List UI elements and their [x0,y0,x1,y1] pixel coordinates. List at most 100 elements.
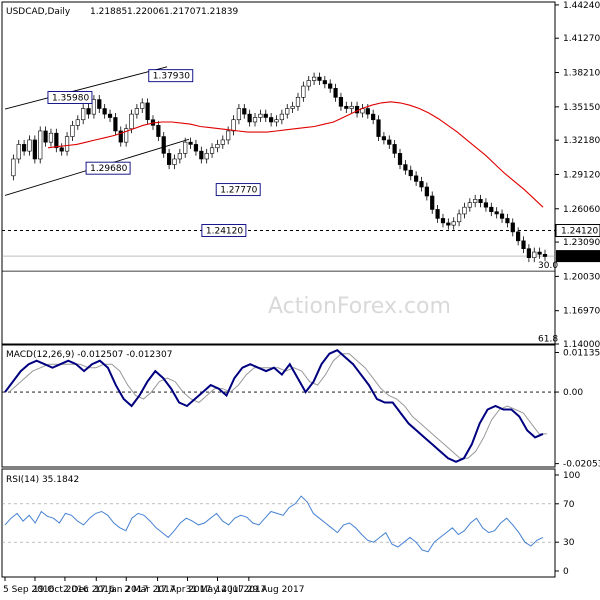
candle-body [456,213,462,223]
candle-body [145,102,150,121]
fib-label-30: 30.0 [538,261,558,271]
candle-body [473,199,478,204]
annotation-label: 1.29680 [90,164,127,174]
candle-body [140,102,145,109]
candle-body [91,99,97,115]
candle-body [365,108,370,115]
annotation-label: 1.35980 [52,94,89,104]
candle-body [317,76,322,81]
price-ytick-label: 1.26060 [563,205,600,215]
price-ohlc-close: 1.21839 [201,7,238,17]
candle-body [424,186,429,197]
candle-body [274,119,279,123]
candle-body [188,141,193,145]
current-price-label: 1.21839 [561,252,598,262]
candle-body [392,144,397,154]
macd-title: MACD(12,26,9) -0.012507 -0.012307 [6,350,172,360]
x-tick-label: 2 Dec 2016 [63,585,115,595]
candle-body [338,97,344,107]
x-tick-label: 17 Jan 2017 [94,585,148,595]
candle-body [38,130,43,160]
candle-body [156,125,161,137]
candle-body [403,164,408,171]
rsi-line [4,495,544,553]
price-ytick-label: 1.35150 [563,103,600,113]
annotation-box [215,183,261,197]
x-tick-label: 29 Aug 2017 [247,585,305,595]
price-ytick-label: 1.41270 [563,34,600,44]
candle-body [349,105,354,109]
candle-body [226,130,231,141]
candle-body [11,158,16,177]
annotation-label: 1.24120 [206,227,243,237]
level-label-box [555,224,600,238]
candle-body [167,153,172,165]
x-tick-label: 31 May 2017 [186,585,245,595]
candle-body [81,108,86,121]
macd-signal-line [8,353,547,459]
candle-body [64,136,70,152]
candle-body [478,199,483,204]
macd-panel-frame [1,344,556,468]
price-ytick-label: 1.23090 [563,238,600,248]
candle-body [54,132,59,149]
candle-body [414,175,419,182]
x-tick-label: 19 Oct 2016 [33,585,89,595]
x-tick-label: 17 Apr 2017 [156,585,212,595]
candle-body [86,108,91,115]
candle-body [483,202,489,208]
candle-body [537,251,542,255]
price-ohlc-open: 1.21885 [90,7,127,17]
channel-upper-line [4,66,168,110]
price-panel-frame [1,1,556,345]
price-ytick-label: 1.14000 [563,340,600,350]
rsi-title: RSI(14) 35.1842 [6,475,79,485]
candle-body [247,113,252,123]
fib-label-61: 61.8 [538,334,558,344]
candle-body [209,147,215,154]
rsi-ytick-label: 70 [563,500,575,510]
rsi-ytick-label: 0 [563,567,569,577]
price-panel: 1.44240 1.41270 1.38210 1.35150 1.32180 1.291… [2,1,600,350]
candle-body [301,85,306,98]
candle-body [204,153,209,160]
candle-body [215,144,220,149]
rsi-ytick-label: 30 [563,538,575,548]
candle-body [381,136,387,141]
candle-body [27,139,32,152]
candle-body [333,88,338,98]
candle-body [107,113,113,118]
x-tick-label: 14 Jul 2017 [216,585,267,595]
candle-body [311,76,317,81]
candle-body [32,139,37,160]
price-ytick-label: 1.44240 [563,1,600,11]
candle-body [258,113,263,118]
candle-body [494,211,499,215]
candle-body [183,141,188,154]
annotation-box [85,161,131,175]
candle-body [285,108,290,115]
candle-body [269,117,274,123]
annotation-label: 1.27770 [220,186,257,196]
candle-body [231,119,236,132]
annotation-box [47,91,93,104]
price-ohlc-high: 1.22006 [127,7,164,17]
candle-body [172,158,177,165]
moving-average-line [47,101,544,208]
candle-body [419,181,424,188]
price-ytick-label: 1.38210 [563,69,600,79]
candle-body [344,105,349,109]
candle-body [279,113,284,121]
rsi-panel: 100 70 30 0 [2,471,580,577]
candle-body [118,130,123,143]
price-ytick-label: 1.16970 [563,307,600,317]
price-ytick-label: 1.20030 [563,272,600,282]
candle-body [526,248,531,258]
candle-body [129,113,134,130]
price-title: USDCAD,Daily [6,7,71,17]
candle-body [48,132,54,143]
candle-body [306,80,311,87]
candle-body [371,113,376,121]
